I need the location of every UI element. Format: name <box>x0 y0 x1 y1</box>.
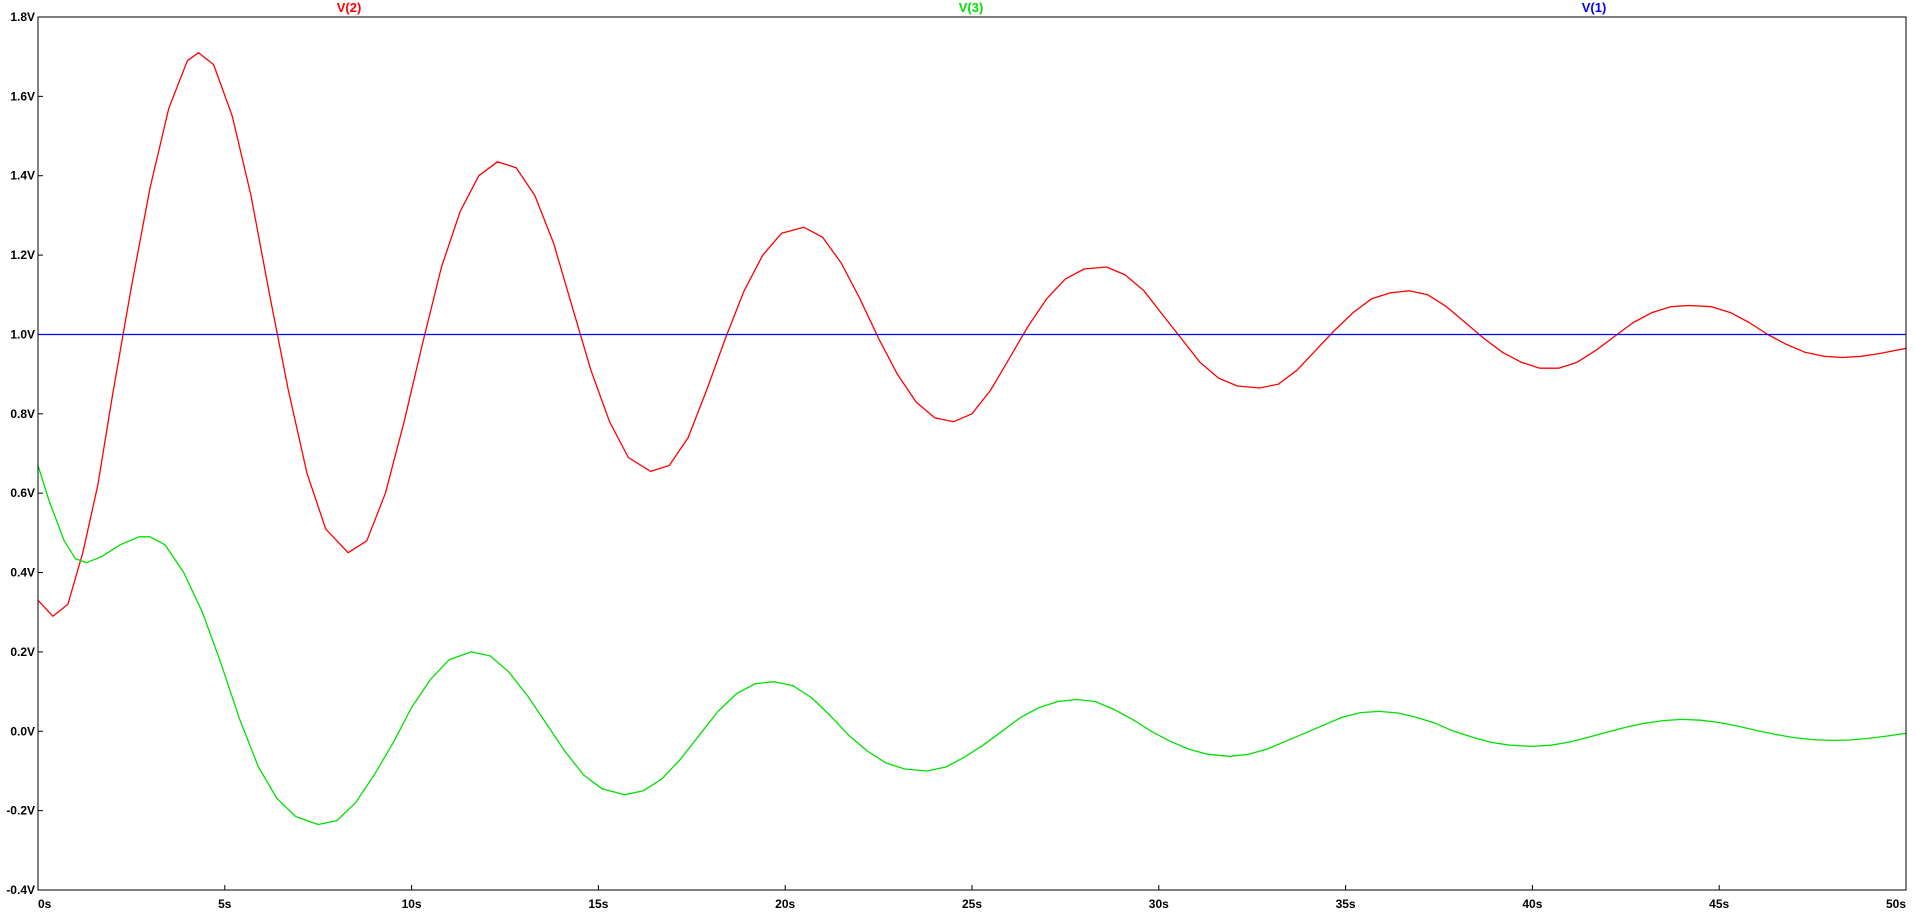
x-tick-label: 10s <box>402 897 422 911</box>
y-tick-label: -0.4V <box>6 883 35 897</box>
x-tick-label: 40s <box>1522 897 1542 911</box>
plot-frame <box>37 16 1907 891</box>
legend: V(2) V(3) V(1) <box>337 0 1607 15</box>
y-tick-label: 1.6V <box>10 89 35 103</box>
y-tick-label: 1.8V <box>10 10 35 24</box>
y-tick-label: 0.0V <box>10 724 35 738</box>
legend-entry-v2[interactable]: V(2) <box>337 0 362 15</box>
x-tick-label: 50s <box>1886 897 1906 911</box>
y-tick-label: 0.6V <box>10 486 35 500</box>
y-tick-label: 1.0V <box>10 327 35 341</box>
x-tick-label: 35s <box>1336 897 1356 911</box>
series-line-v3 <box>37 465 1907 826</box>
series-line-v2 <box>37 52 1907 617</box>
x-tick-label: 25s <box>962 897 982 911</box>
x-tick-label: 30s <box>1149 897 1169 911</box>
y-tick-label: -0.2V <box>6 804 35 818</box>
y-tick-label: 0.2V <box>10 645 35 659</box>
x-tick-label: 15s <box>588 897 608 911</box>
x-tick-label: 20s <box>775 897 795 911</box>
axis-ticks: 0s 5s 10s 15s 20s 25s 30s 35s 40s 45s 50s 1.8V 1.6V 1… <box>6 10 1907 911</box>
y-tick-label: 0.4V <box>10 566 35 580</box>
x-tick-label: 5s <box>218 897 232 911</box>
y-tick-label: 1.4V <box>10 169 35 183</box>
legend-entry-v3[interactable]: V(3) <box>959 0 984 15</box>
legend-entry-v1[interactable]: V(1) <box>1582 0 1607 15</box>
x-tick-label: 45s <box>1709 897 1729 911</box>
y-tick-label: 0.8V <box>10 407 35 421</box>
y-tick-label: 1.2V <box>10 248 35 262</box>
series-lines <box>37 52 1907 826</box>
x-tick-label: 0s <box>38 897 52 911</box>
